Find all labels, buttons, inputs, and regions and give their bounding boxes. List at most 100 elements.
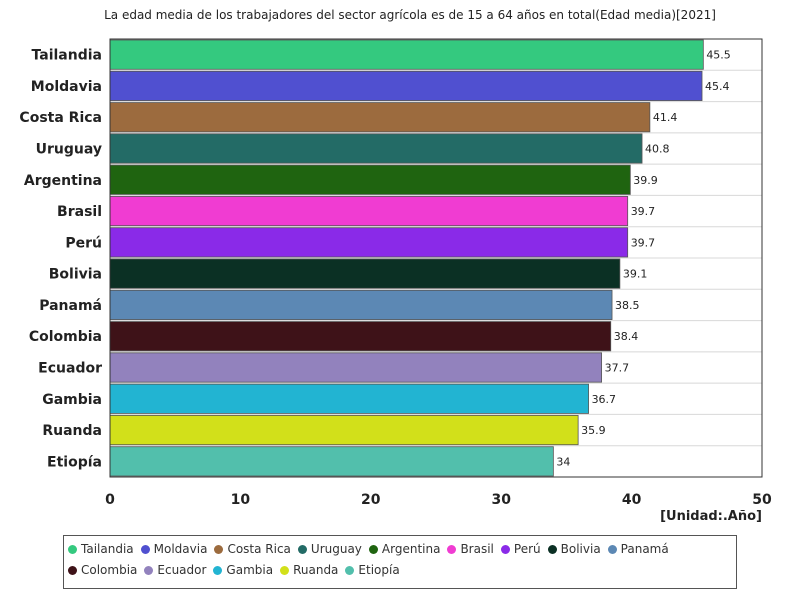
value-label: 39.7	[631, 236, 656, 249]
category-label: Costa Rica	[19, 110, 102, 126]
bar	[109, 383, 589, 414]
category-label: Ruanda	[42, 423, 102, 439]
legend-marker	[214, 544, 224, 554]
value-label: 37.7	[605, 362, 630, 375]
legend-label: Argentina	[381, 542, 441, 556]
legend-marker	[500, 544, 510, 554]
legend-item: Tailandia	[68, 541, 134, 557]
legend-label: Uruguay	[310, 542, 362, 556]
legend-label: Ruanda	[293, 563, 339, 577]
legend-item: Bolivia	[547, 541, 601, 557]
value-label: 35.9	[581, 424, 606, 437]
bar	[109, 352, 603, 383]
category-label: Argentina	[24, 173, 102, 189]
chart-title: La edad media de los trabajadores del se…	[104, 8, 716, 22]
category-label: Bolivia	[49, 267, 102, 283]
legend-marker	[345, 565, 355, 575]
legend-marker	[607, 544, 617, 554]
value-label: 40.8	[645, 143, 670, 156]
unit-label: [Unidad:.Año]	[660, 509, 762, 524]
x-tick-label: 40	[622, 492, 642, 508]
legend-label: Gambia	[226, 563, 274, 577]
x-tick-label: 10	[231, 492, 251, 508]
value-label: 39.7	[631, 205, 656, 218]
bar	[109, 289, 613, 320]
value-label: 41.4	[653, 111, 678, 124]
bars	[109, 39, 704, 477]
legend-item: Costa Rica	[214, 541, 291, 557]
bar	[109, 102, 651, 133]
x-tick-label: 20	[361, 492, 381, 508]
legend-label: Colombia	[81, 563, 138, 577]
bar	[109, 39, 704, 70]
value-label: 39.1	[623, 268, 648, 281]
legend-marker	[368, 544, 378, 554]
x-axis-ticks: 0 10 20 30 40 50	[105, 492, 772, 508]
category-label: Perú	[65, 235, 102, 251]
legend-marker	[144, 565, 154, 575]
legend-marker	[447, 544, 457, 554]
value-label: 45.4	[705, 80, 730, 93]
grid-lines	[110, 69, 762, 447]
legend-item: Ruanda	[280, 562, 338, 578]
legend-label: Costa Rica	[227, 542, 291, 556]
legend-item: Ecuador	[144, 562, 206, 578]
legend-label: Moldavia	[153, 542, 208, 556]
bar	[109, 227, 629, 258]
bar	[109, 133, 643, 164]
legend-item: Colombia	[68, 562, 137, 578]
legend-item: Panamá	[607, 541, 669, 557]
legend-marker	[68, 565, 77, 575]
plot-frame	[109, 38, 763, 478]
value-label: 38.4	[614, 330, 639, 343]
legend-label: Bolivia	[560, 542, 601, 556]
legend-item: Gambia	[213, 562, 273, 578]
legend-item: Moldavia	[140, 541, 208, 557]
legend-marker	[213, 565, 223, 575]
legend-label: Perú	[513, 542, 541, 556]
legend-label: Ecuador	[157, 563, 207, 577]
category-label: Ecuador	[38, 361, 102, 377]
value-label: 39.9	[633, 174, 658, 187]
category-label: Etiopía	[47, 454, 102, 470]
category-label: Colombia	[29, 329, 102, 345]
x-tick-label: 0	[105, 492, 115, 508]
bar	[109, 196, 629, 227]
legend-label: Tailandia	[81, 542, 134, 556]
legend-item: Uruguay	[297, 541, 362, 557]
legend: Tailandia Moldavia Costa Rica Uruguay Argent…	[63, 535, 737, 589]
legend-marker	[68, 544, 77, 554]
value-label: 45.5	[706, 49, 731, 62]
category-labels: Tailandia Moldavia Costa Rica Uruguay Argent…	[19, 48, 102, 471]
value-label: 36.7	[592, 393, 617, 406]
legend-item: Argentina	[368, 541, 441, 557]
legend-item: Perú	[500, 541, 541, 557]
value-labels: 45.5 45.4 41.4 40.8 39.9 39.7 39.7 39.1 38.5 38.4…	[556, 49, 730, 469]
bar	[109, 258, 621, 289]
category-label: Uruguay	[36, 142, 102, 158]
value-label: 38.5	[615, 299, 640, 312]
legend-marker	[140, 544, 150, 554]
value-label: 34	[556, 455, 570, 468]
legend-marker	[280, 565, 290, 575]
category-label: Tailandia	[32, 48, 102, 64]
legend-label: Etiopía	[358, 563, 400, 577]
legend-marker	[547, 544, 557, 554]
legend-item: Etiopía	[345, 562, 400, 578]
legend-marker	[297, 544, 307, 554]
x-tick-label: 50	[752, 492, 772, 508]
legend-label: Panamá	[620, 542, 669, 556]
category-label: Moldavia	[31, 79, 102, 95]
category-label: Panamá	[39, 298, 102, 314]
category-label: Gambia	[42, 392, 102, 408]
legend-item: Brasil	[447, 541, 494, 557]
x-tick-label: 30	[491, 492, 511, 508]
category-label: Brasil	[57, 204, 102, 220]
bar	[109, 164, 631, 195]
bar	[109, 446, 554, 477]
bar	[109, 321, 612, 352]
legend-label: Brasil	[460, 542, 494, 556]
bar	[109, 70, 703, 101]
bar	[109, 415, 579, 446]
